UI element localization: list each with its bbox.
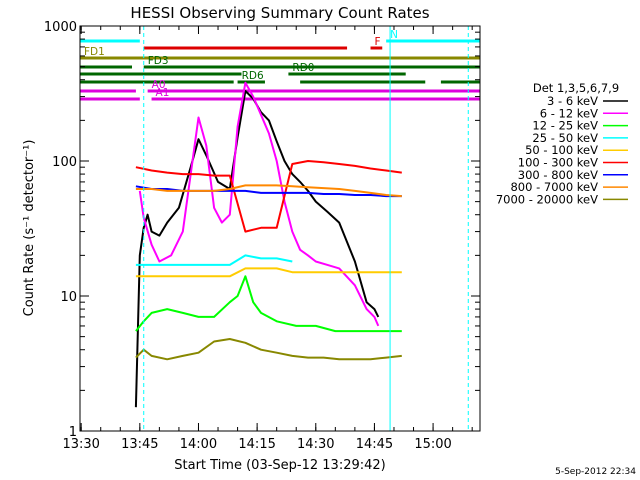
- x-tick-label: 14:15: [238, 437, 275, 452]
- series-line-3: [135, 254, 293, 266]
- legend-entry-label: 50 - 100 keV: [525, 143, 598, 157]
- y-tick-label: 100: [52, 155, 77, 170]
- legend-entry-label: 6 - 12 keV: [540, 106, 598, 120]
- legend-entry-label: 7000 - 20000 keV: [496, 192, 598, 206]
- flag-label-rd0: RD0: [292, 62, 314, 74]
- flag-label-a1: A1: [156, 87, 170, 99]
- legend-entry-label: 800 - 7000 keV: [510, 180, 598, 194]
- y-tick-label: 10: [60, 290, 77, 305]
- legend-entry-label: 3 - 6 keV: [547, 94, 598, 108]
- legend-entry-label: 300 - 800 keV: [518, 168, 598, 182]
- series-line-5: [135, 160, 402, 233]
- series-line-2: [135, 275, 402, 333]
- flag-label-a0: A0: [152, 79, 166, 91]
- flag-label-f: F: [375, 36, 381, 48]
- y-tick-label: 1000: [44, 20, 77, 35]
- y-tick-label: 1: [69, 425, 77, 440]
- legend-entry-label: 100 - 300 keV: [518, 156, 598, 170]
- x-tick-label: 13:30: [62, 437, 99, 452]
- series-line-7: [135, 184, 402, 198]
- legend-entry-label: 25 - 50 keV: [532, 131, 598, 145]
- x-tick-label: 14:30: [297, 437, 334, 452]
- x-tick-label: 14:45: [356, 437, 393, 452]
- x-tick-label: 15:00: [414, 437, 451, 452]
- legend-entry-label: 12 - 25 keV: [532, 119, 598, 133]
- plot-frame: [79, 25, 481, 432]
- vertical-lines-layer: [143, 26, 469, 431]
- flag-label-fd1: FD1: [84, 46, 105, 58]
- series-line-0: [134, 90, 380, 408]
- chart-title: HESSI Observing Summary Count Rates: [130, 4, 429, 22]
- series-line-4: [135, 267, 402, 278]
- flag-label-rd6: RD6: [242, 70, 264, 82]
- series-layer: [134, 81, 402, 408]
- flag-label-n: N: [390, 29, 398, 41]
- x-tick-label: 14:00: [180, 437, 217, 452]
- y-axis-label: Count Rate (s⁻¹ detector⁻¹): [22, 140, 37, 317]
- series-line-8: [135, 338, 402, 361]
- axes-layer: 13:30 13:45 14:00 14:15 14:30 14:45 15:00 1 10 10…: [44, 20, 480, 452]
- legend-title: Det 1,3,5,6,7,9: [533, 81, 619, 95]
- footer-timestamp: 5-Sep-2012 22:34: [555, 467, 636, 477]
- x-axis-label: Start Time (03-Sep-12 13:29:42): [174, 458, 385, 473]
- flag-label-fd3: FD3: [148, 55, 169, 67]
- x-tick-label: 13:45: [121, 437, 158, 452]
- series-line-1: [138, 81, 380, 327]
